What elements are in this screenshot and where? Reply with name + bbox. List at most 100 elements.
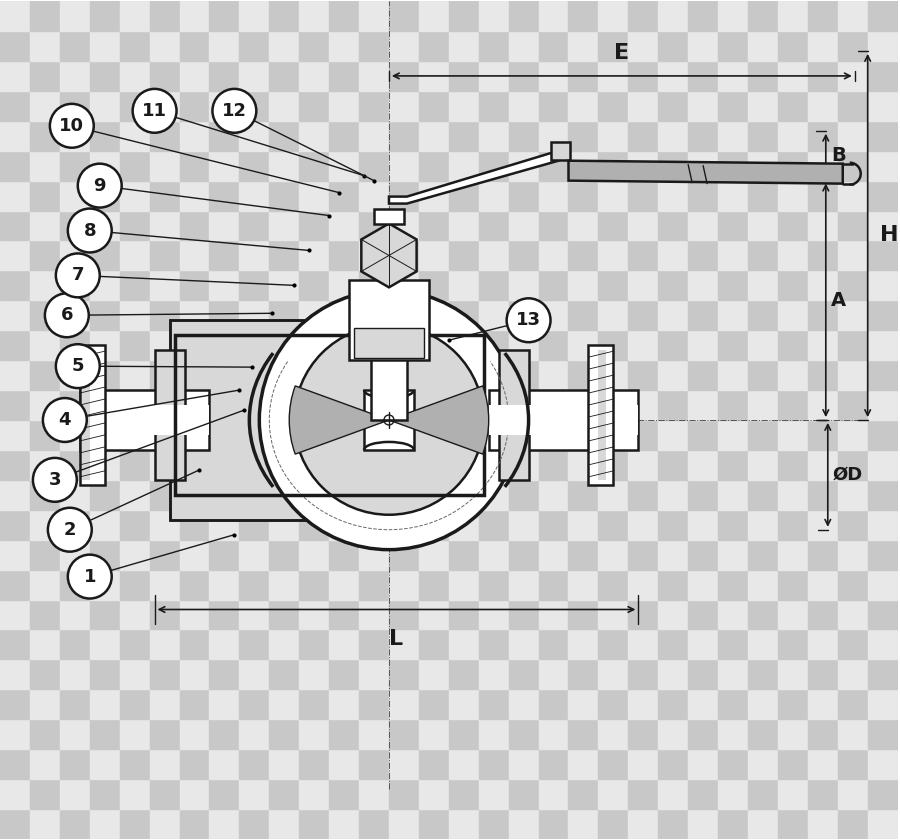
Bar [30, 510, 59, 539]
Bar [868, 61, 897, 91]
Bar [688, 390, 718, 420]
Bar [449, 270, 479, 301]
Bar [299, 600, 329, 629]
Bar [389, 690, 419, 719]
Bar [269, 121, 299, 150]
Bar [508, 240, 538, 270]
Bar [210, 570, 239, 600]
Bar [59, 600, 90, 629]
Bar [868, 719, 897, 749]
Bar [389, 570, 419, 600]
Bar [210, 390, 239, 420]
Bar [538, 1, 569, 31]
Bar [179, 629, 210, 659]
Bar [718, 450, 748, 480]
Bar [359, 779, 389, 809]
Bar [149, 270, 179, 301]
Bar [479, 690, 508, 719]
Text: 8: 8 [84, 222, 96, 239]
Bar [628, 539, 658, 570]
Bar [628, 570, 658, 600]
Bar [269, 181, 299, 211]
Text: 13: 13 [516, 312, 541, 329]
Bar [59, 629, 90, 659]
Bar [838, 270, 868, 301]
Bar [149, 719, 179, 749]
Bar [778, 809, 808, 839]
Bar [210, 690, 239, 719]
Bar [359, 719, 389, 749]
Bar [179, 211, 210, 240]
Bar [389, 719, 419, 749]
Bar [269, 629, 299, 659]
Circle shape [68, 208, 112, 253]
Bar [389, 211, 419, 240]
Bar [90, 809, 120, 839]
Bar [389, 121, 419, 150]
Bar [329, 240, 359, 270]
Bar [0, 240, 30, 270]
Bar [359, 629, 389, 659]
Bar [748, 570, 778, 600]
Bar [569, 211, 598, 240]
Bar [0, 121, 30, 150]
Bar [329, 270, 359, 301]
Circle shape [45, 293, 89, 337]
Bar [598, 659, 628, 690]
Bar [149, 420, 179, 450]
Bar [329, 121, 359, 150]
Bar [329, 360, 359, 390]
Bar [598, 330, 628, 360]
Bar [239, 539, 269, 570]
Bar [718, 270, 748, 301]
Bar [149, 539, 179, 570]
Bar [628, 91, 658, 121]
Bar [778, 480, 808, 510]
Circle shape [259, 291, 518, 549]
Bar [449, 600, 479, 629]
Bar [598, 181, 628, 211]
Bar [149, 150, 179, 181]
Bar [239, 1, 269, 31]
Bar [80, 390, 210, 450]
Bar [688, 301, 718, 330]
Bar [0, 270, 30, 301]
Bar [120, 450, 149, 480]
Bar [59, 61, 90, 91]
Bar [538, 659, 569, 690]
Bar [149, 779, 179, 809]
Bar [628, 510, 658, 539]
Bar [418, 390, 449, 420]
Bar [868, 1, 897, 31]
Bar [748, 330, 778, 360]
Bar [0, 749, 30, 779]
Bar [479, 150, 508, 181]
Bar [59, 150, 90, 181]
Bar [868, 330, 897, 360]
Bar [658, 570, 688, 600]
Bar [120, 390, 149, 420]
Bar [210, 61, 239, 91]
Bar [658, 360, 688, 390]
Bar [628, 690, 658, 719]
Bar [90, 539, 120, 570]
Bar [628, 121, 658, 150]
Bar [359, 301, 389, 330]
Bar [628, 31, 658, 61]
Bar [239, 570, 269, 600]
Bar [808, 390, 838, 420]
Bar [120, 749, 149, 779]
Bar [30, 121, 59, 150]
Bar [149, 360, 179, 390]
Bar [489, 405, 638, 435]
Bar [479, 121, 508, 150]
Bar [210, 600, 239, 629]
Bar [628, 360, 658, 390]
Bar [329, 1, 359, 31]
Bar [269, 719, 299, 749]
Bar [30, 330, 59, 360]
Bar [569, 121, 598, 150]
Bar [389, 420, 419, 450]
Bar [30, 659, 59, 690]
Bar [808, 360, 838, 390]
